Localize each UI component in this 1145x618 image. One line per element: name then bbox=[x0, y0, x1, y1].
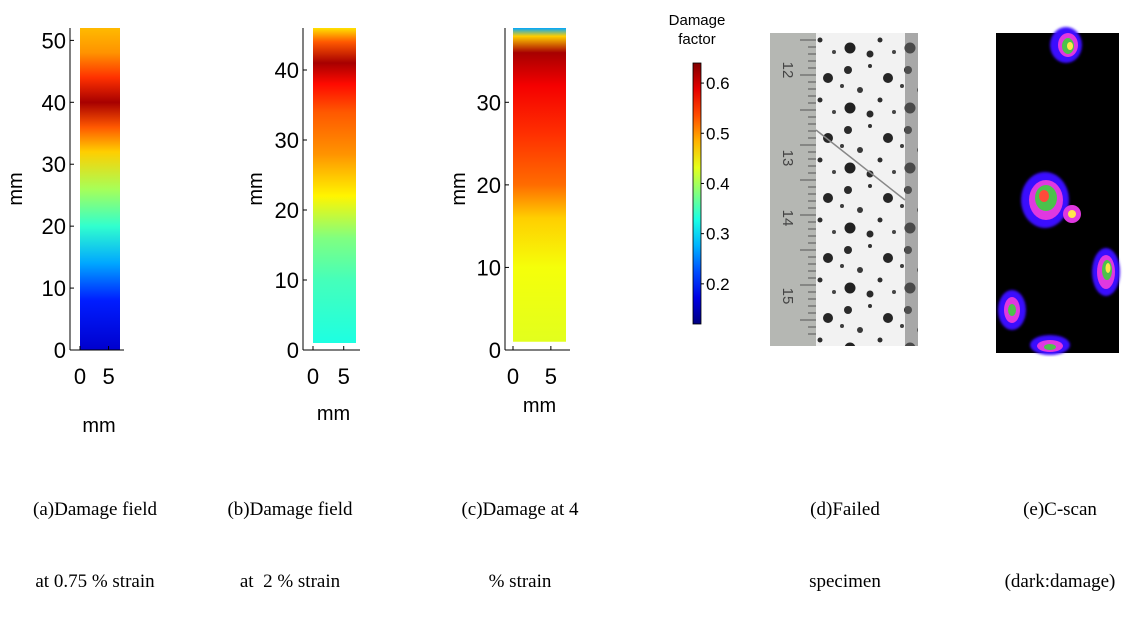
ruler-label: 13 bbox=[779, 150, 796, 167]
y-tick-label: 0 bbox=[489, 338, 501, 363]
colorbar: 0.2 0.3 0.4 0.5 0.6 Damage factor bbox=[669, 12, 730, 325]
y-tick-label: 0 bbox=[54, 338, 66, 363]
damage-field-strip bbox=[313, 28, 356, 343]
y-axis-label: mm bbox=[245, 172, 267, 205]
caption-line: % strain bbox=[488, 571, 552, 592]
caption-e: (e)C-scan (dark:damage) bbox=[985, 450, 1135, 618]
ruler-label: 12 bbox=[779, 62, 796, 79]
y-tick-label: 40 bbox=[275, 58, 299, 83]
y-axis-label: mm bbox=[448, 172, 470, 205]
y-tick-label: 0 bbox=[287, 338, 299, 363]
colorbar-tick-label: 0.5 bbox=[706, 124, 730, 143]
x-tick-label: 0 bbox=[307, 364, 319, 389]
y-tick-label: 20 bbox=[275, 198, 299, 223]
y-tick-label: 30 bbox=[275, 128, 299, 153]
caption-d: (d)Failed specimen bbox=[790, 450, 900, 618]
damage-field-strip bbox=[80, 28, 120, 350]
y-tick-label: 20 bbox=[42, 214, 66, 239]
x-tick-label: 5 bbox=[102, 364, 114, 389]
colorbar-tick-label: 0.4 bbox=[706, 174, 730, 193]
colorbar-gradient bbox=[692, 62, 702, 325]
caption-c: (c)Damage at 4 % strain bbox=[430, 450, 610, 618]
caption-a: (a)Damage field at 0.75 % strain bbox=[5, 450, 185, 618]
colorbar-tick-label: 0.6 bbox=[706, 74, 730, 93]
failed-specimen-photo: 12 13 14 15 bbox=[770, 33, 918, 346]
c-scan-blob bbox=[998, 290, 1026, 330]
caption-line: at 2 % strain bbox=[239, 571, 341, 592]
x-tick-label: 5 bbox=[545, 364, 557, 389]
heatmap-panel-c: 0 10 20 30 0 5 mm mm bbox=[448, 28, 570, 417]
y-tick-label: 40 bbox=[42, 90, 66, 115]
y-tick-label: 10 bbox=[477, 255, 501, 280]
c-scan-blob bbox=[1021, 172, 1081, 228]
x-tick-label: 0 bbox=[74, 364, 86, 389]
x-axis-label: mm bbox=[82, 415, 115, 437]
y-tick-label: 10 bbox=[42, 276, 66, 301]
caption-line: (d)Failed bbox=[810, 499, 880, 520]
caption-line: (dark:damage) bbox=[1004, 571, 1116, 592]
caption-line: (a)Damage field bbox=[33, 499, 157, 520]
c-scan-blob bbox=[1092, 248, 1120, 296]
c-scan-image bbox=[996, 27, 1120, 355]
c-scan-blob bbox=[1030, 335, 1070, 355]
caption-line: (e)C-scan bbox=[1023, 499, 1097, 520]
x-axis-label: mm bbox=[317, 403, 350, 425]
x-tick-label: 5 bbox=[338, 364, 350, 389]
y-tick-label: 30 bbox=[42, 152, 66, 177]
ruler-label: 15 bbox=[779, 288, 796, 305]
caption-line: (c)Damage at 4 bbox=[461, 499, 579, 520]
ruler-label: 14 bbox=[779, 210, 796, 227]
y-tick-label: 50 bbox=[42, 28, 66, 53]
caption-line: specimen bbox=[809, 571, 881, 592]
colorbar-title: factor bbox=[678, 31, 716, 48]
y-tick-label: 10 bbox=[275, 268, 299, 293]
x-axis-label: mm bbox=[523, 395, 556, 417]
caption-line: at 0.75 % strain bbox=[35, 571, 155, 592]
caption-b: (b)Damage field at 2 % strain bbox=[205, 450, 375, 618]
caption-line: (b)Damage field bbox=[227, 499, 353, 520]
colorbar-title: Damage bbox=[669, 12, 726, 29]
y-tick-label: 30 bbox=[477, 90, 501, 115]
x-tick-label: 0 bbox=[507, 364, 519, 389]
y-axis-label: mm bbox=[5, 172, 27, 205]
y-tick-label: 20 bbox=[477, 173, 501, 198]
ruler: 12 13 14 15 bbox=[779, 39, 816, 335]
colorbar-tick-label: 0.2 bbox=[706, 275, 730, 294]
damage-field-strip bbox=[513, 28, 566, 342]
c-scan-blob bbox=[1050, 27, 1082, 63]
colorbar-tick-label: 0.3 bbox=[706, 225, 730, 244]
